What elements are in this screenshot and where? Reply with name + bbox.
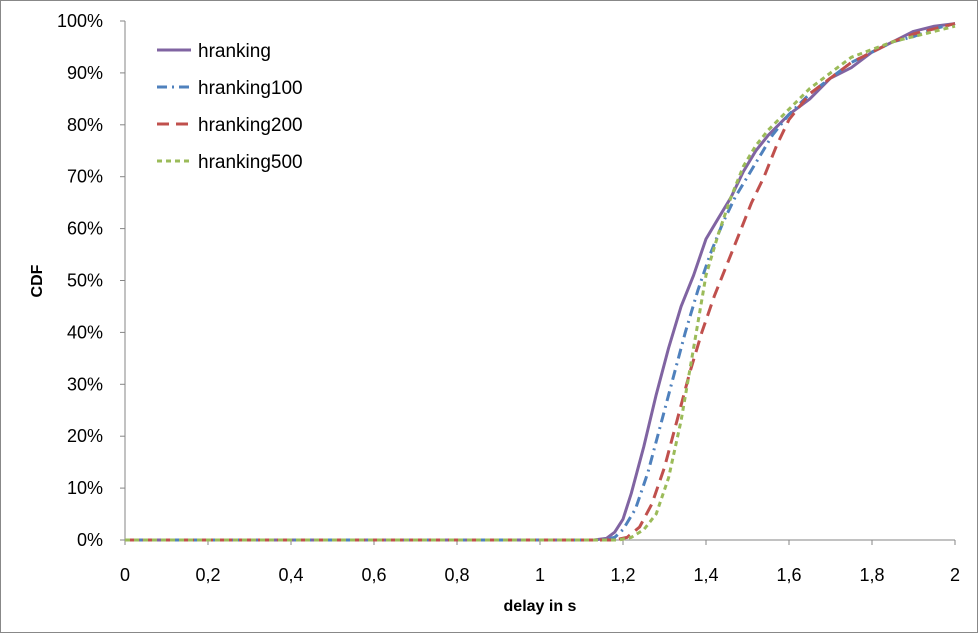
x-tick-label: 1 <box>535 565 545 585</box>
x-axis-title: delay in s <box>504 598 577 615</box>
y-tick-label: 40% <box>67 322 103 342</box>
legend-label-hranking: hranking <box>198 41 271 62</box>
series-line-hranking200 <box>125 22 956 542</box>
x-tick-label: 1,4 <box>693 565 718 585</box>
legend-label-hranking500: hranking500 <box>198 152 303 173</box>
y-axis-title: CDF <box>29 264 46 297</box>
y-tick-label: 90% <box>67 63 103 83</box>
legend-label-hranking200: hranking200 <box>198 115 303 136</box>
x-tick-label: 0 <box>120 565 130 585</box>
y-tick-label: 60% <box>67 219 103 239</box>
y-tick-label: 80% <box>67 115 103 135</box>
x-tick-label: 2 <box>950 565 960 585</box>
y-tick-label: 10% <box>67 478 103 498</box>
y-tick-label: 0% <box>77 530 103 550</box>
x-tick-label: 1,6 <box>776 565 801 585</box>
x-tick-label: 0,2 <box>195 565 220 585</box>
series-lines <box>125 22 956 542</box>
series-line-hranking100 <box>125 22 956 542</box>
axes-layer <box>120 20 956 545</box>
y-tick-label: 30% <box>67 374 103 394</box>
series-line-hranking500 <box>125 24 956 542</box>
x-tick-label: 1,8 <box>859 565 884 585</box>
x-tick-label: 0,6 <box>361 565 386 585</box>
series-line-hranking <box>125 22 956 542</box>
legend: hranking hranking100 hranking200 hranking50… <box>157 41 303 173</box>
y-tick-label: 20% <box>67 426 103 446</box>
x-tick-labels: 0 0,2 0,4 0,6 0,8 1 1,2 1,4 1,6 1,8 2 <box>120 565 960 585</box>
x-tick-label: 0,8 <box>444 565 469 585</box>
y-tick-label: 70% <box>67 167 103 187</box>
y-tick-label: 50% <box>67 271 103 291</box>
legend-label-hranking100: hranking100 <box>198 78 303 99</box>
x-tick-label: 0,4 <box>278 565 303 585</box>
x-tick-label: 1,2 <box>610 565 635 585</box>
y-tick-label: 100% <box>57 11 103 31</box>
y-tick-labels: 0% 10% 20% 30% 40% 50% 60% 70% 80% 90% 100% <box>57 11 103 550</box>
